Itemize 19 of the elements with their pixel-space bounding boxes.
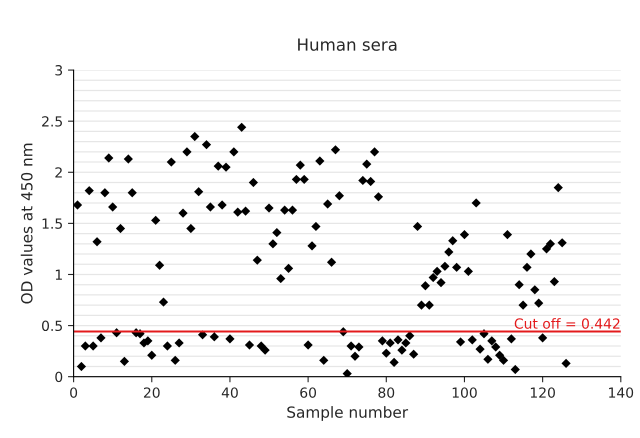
- y-tick-label: 3: [55, 65, 62, 76]
- y-tick-label: 2: [55, 167, 62, 178]
- y-axis-title: OD values at 450 nm: [20, 144, 33, 304]
- x-axis-title: Sample number: [287, 406, 408, 421]
- x-tick-label: 40: [222, 387, 238, 398]
- y-tick-label: 2.5: [42, 116, 62, 127]
- y-tick-label: 1: [56, 270, 62, 280]
- y-tick-label: 1.5: [42, 218, 62, 229]
- x-tick-label: 60: [300, 387, 316, 398]
- y-tick-label: 0: [55, 372, 62, 382]
- x-tick-label: 20: [144, 387, 160, 398]
- y-tick-label: 0.5: [42, 320, 62, 332]
- chart-title: Human sera: [298, 38, 396, 51]
- x-tick-label: 80: [378, 387, 394, 398]
- x-tick-label: 0: [70, 387, 78, 398]
- x-tick-label: 120: [530, 387, 555, 398]
- x-tick-label: 140: [609, 387, 634, 398]
- ref-line-label: Cut off = 0.442: [514, 318, 620, 329]
- x-tick-label: 100: [452, 387, 477, 398]
